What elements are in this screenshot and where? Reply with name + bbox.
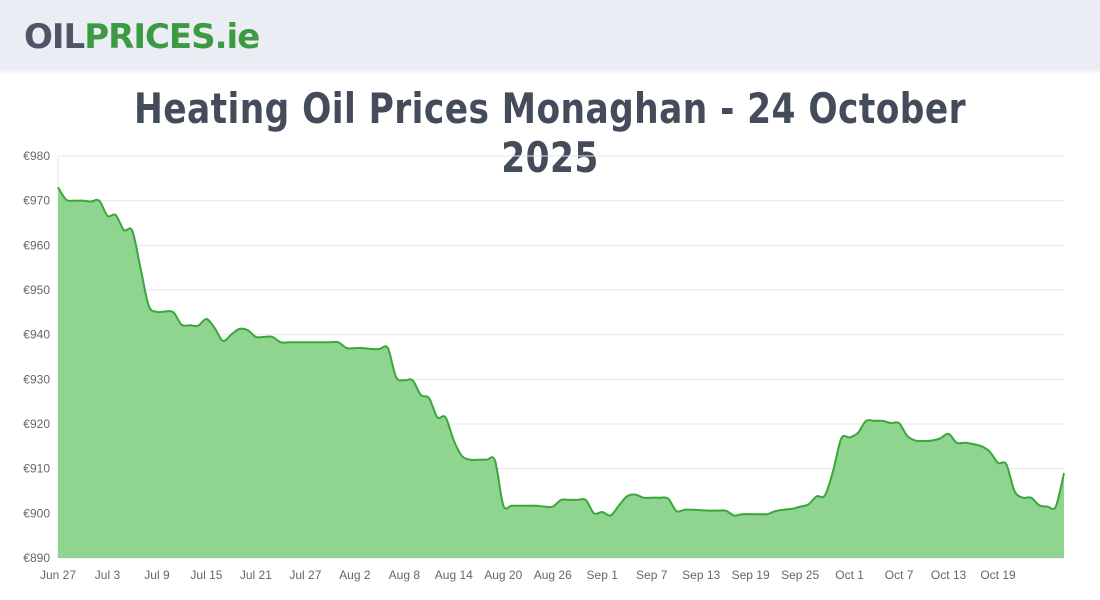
x-tick-label: Jul 27 [289, 568, 321, 582]
logo-oil-text: OIL [24, 17, 85, 57]
x-tick-label: Jul 9 [144, 568, 170, 582]
logo-prices-text: PRICES [84, 17, 215, 57]
x-tick-label: Oct 1 [835, 568, 864, 582]
logo-domain-text: .ie [214, 17, 261, 57]
x-tick-label: Aug 2 [339, 568, 371, 582]
y-tick-label: €930 [23, 372, 50, 386]
x-tick-label: Jul 15 [190, 568, 222, 582]
x-tick-label: Aug 26 [534, 568, 572, 582]
x-tick-label: Aug 20 [484, 568, 522, 582]
y-axis-labels: €890 €900 €910 €920 €930 €940 €950 €960 €970 €980 [23, 149, 50, 565]
price-series-line [57, 186, 1065, 517]
x-axis-labels: Jun 27 Jul 3 Jul 9 Jul 15 Jul 21 Jul 27 Aug 2 A… [40, 568, 1016, 582]
y-tick-label: €920 [23, 417, 50, 431]
site-header: OILPRICES.ie [0, 0, 1100, 70]
x-tick-label: Sep 25 [781, 568, 819, 582]
x-tick-label: Sep 13 [682, 568, 720, 582]
x-tick-label: Oct 13 [931, 568, 967, 582]
x-tick-label: Oct 19 [980, 568, 1016, 582]
page-title: Heating Oil Prices Monaghan - 24 October… [133, 84, 967, 182]
y-tick-label: €950 [23, 283, 50, 297]
y-tick-label: €910 [23, 462, 50, 476]
chart-area-layer [57, 186, 1065, 558]
x-tick-label: Aug 8 [389, 568, 421, 582]
x-tick-label: Jun 27 [40, 568, 76, 582]
x-tick-label: Sep 1 [587, 568, 619, 582]
y-tick-label: €970 [23, 194, 50, 208]
site-logo[interactable]: OILPRICES.ie [24, 14, 261, 60]
y-tick-label: €980 [23, 149, 50, 163]
y-tick-label: €900 [23, 506, 50, 520]
x-tick-label: Oct 7 [885, 568, 914, 582]
x-tick-label: Sep 19 [732, 568, 770, 582]
y-tick-label: €890 [23, 551, 50, 565]
x-tick-label: Jul 21 [240, 568, 272, 582]
x-tick-label: Sep 7 [636, 568, 668, 582]
x-tick-label: Jul 3 [95, 568, 121, 582]
y-tick-label: €960 [23, 238, 50, 252]
x-tick-label: Aug 14 [435, 568, 473, 582]
y-tick-label: €940 [23, 328, 50, 342]
price-area-fill [58, 187, 1064, 558]
